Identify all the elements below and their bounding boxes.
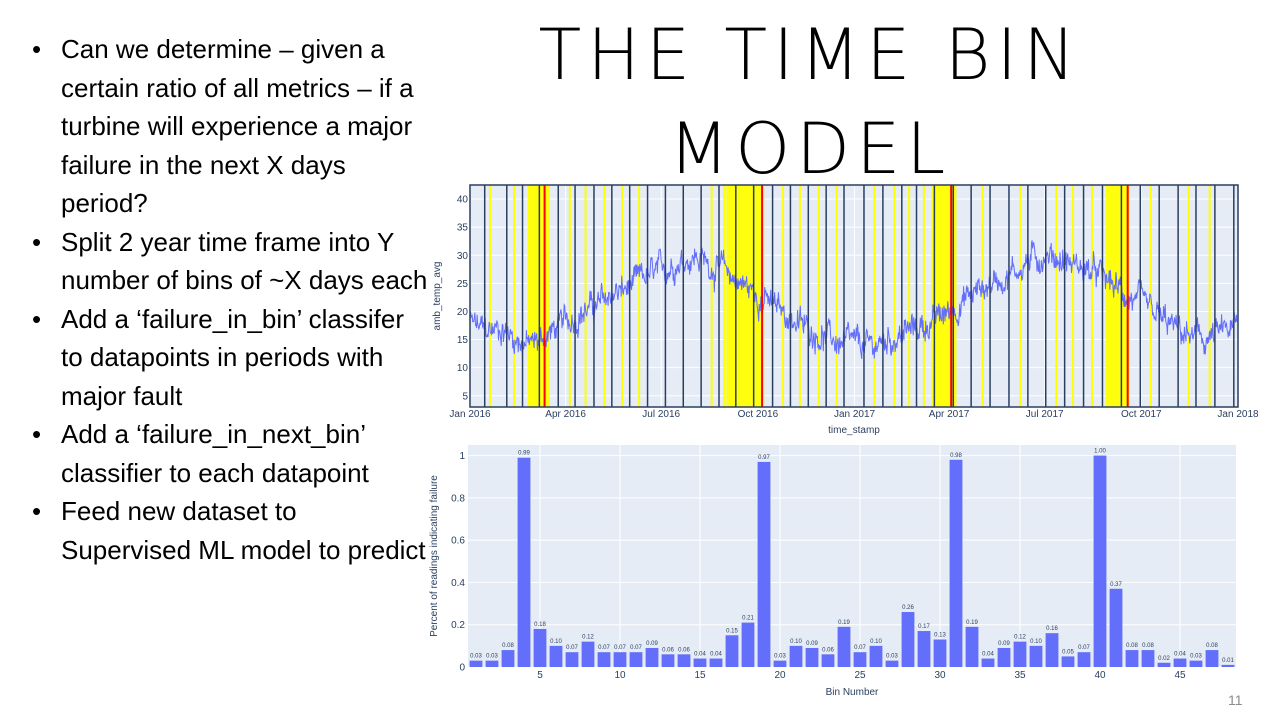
y-tick-label: 35 [457,223,469,234]
bullet-dot: • [32,496,42,526]
y-tick-label: 15 [457,335,469,346]
bullet-item: • Split 2 year time frame into Y number o… [28,223,428,300]
y-tick-label: 20 [457,307,469,318]
bullet-item: • Add a ‘failure_in_bin’ classifer to dat… [28,300,428,416]
x-tick-label: Jan 2016 [449,409,491,420]
bullet-text: Can we determine – given a certain ratio… [61,34,414,218]
x-tick-label: Oct 2017 [1121,409,1162,420]
y-tick-label: 25 [457,279,469,290]
page-number: 11 [1228,692,1243,708]
x-tick-label: Apr 2016 [545,409,586,420]
bullet-dot: • [32,226,42,257]
x-tick-label: Jan 2017 [834,409,876,420]
slide-title: THE TIME BIN MODEL [470,8,1150,196]
x-tick-label: Jul 2017 [1026,409,1064,420]
slide-title-line-2: MODEL [668,108,952,190]
x-axis-title: time_stamp [828,425,880,436]
x-tick-label: Oct 2016 [738,409,779,420]
bullet-text: Add a ‘failure_in_next_bin’ classifier t… [61,419,369,488]
x-tick-label: Apr 2017 [929,409,970,420]
y-axis-title: amb_temp_avg [432,262,443,331]
failure-bin-band [1105,185,1130,407]
failure-bin-band [726,185,765,407]
bullet-dot: • [32,419,42,449]
plot-frame [469,184,1239,408]
y-tick-label: 5 [462,391,468,402]
y-tick-label: 30 [457,251,469,262]
bullet-item: • Add a ‘failure_in_next_bin’ classifier … [28,415,428,492]
bullet-item: • Can we determine – given a certain rati… [28,30,428,223]
slide-title-line-1: THE TIME BIN [538,14,1082,96]
bullet-list: • Can we determine – given a certain rati… [28,30,428,569]
temperature-series-line [469,240,1238,359]
x-tick-label: Jan 2018 [1217,409,1259,420]
bullet-text: Feed new dataset to Supervised ML model … [61,496,426,565]
failure-bin-band [931,185,957,407]
x-tick-label: Jul 2016 [642,409,680,420]
y-tick-label: 10 [457,363,469,374]
y-tick-label: 40 [457,195,469,206]
bullet-dot: • [32,303,42,334]
bullet-text: Split 2 year time frame into Y number of… [61,226,428,296]
bullet-dot: • [32,34,42,64]
bullet-text: Add a ‘failure_in_bin’ classifer to data… [61,303,405,411]
bullet-item: • Feed new dataset to Supervised ML model… [28,492,428,569]
